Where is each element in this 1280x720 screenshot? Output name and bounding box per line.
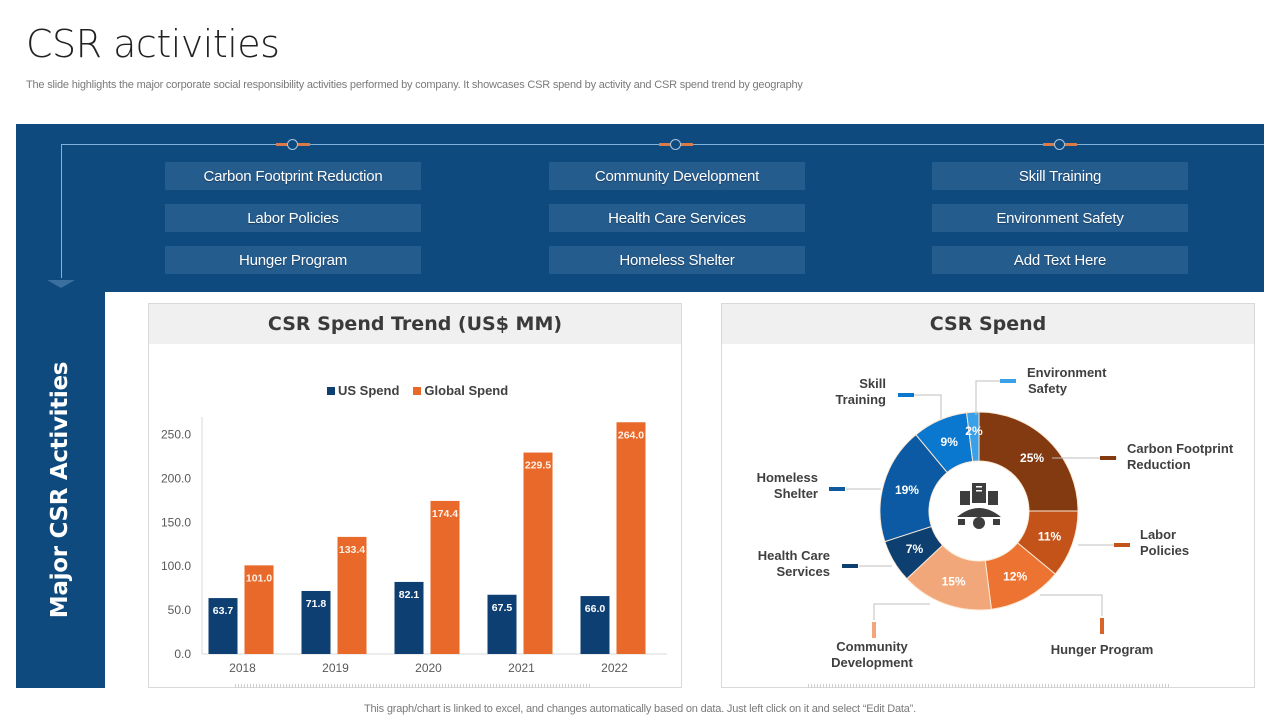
- slice-percent-label: 25%: [1020, 451, 1044, 465]
- arrow-down-icon: [47, 280, 75, 288]
- callout-environment-safety: Environment Safety: [1027, 365, 1107, 396]
- x-tick-label: 2022: [601, 661, 628, 675]
- bar-us-2020[interactable]: [394, 581, 424, 654]
- bar-value-label: 229.5: [525, 460, 551, 472]
- callout-homeless-shelter: Homeless Shelter: [756, 470, 818, 501]
- legend-swatch-us: [327, 386, 335, 395]
- bar-chart-title: CSR Spend Trend (US$ MM): [149, 304, 681, 344]
- marker-community-development: [872, 622, 876, 638]
- side-band: [16, 292, 105, 688]
- activity-add-text-here[interactable]: Add Text Here: [932, 246, 1188, 274]
- callout-community-development: Community Development: [831, 639, 913, 670]
- footnote: This graph/chart is linked to excel, and…: [364, 703, 916, 715]
- donut-chart-title: CSR Spend: [722, 304, 1254, 344]
- bar-value-label: 67.5: [492, 602, 513, 614]
- activity-environment-safety[interactable]: Environment Safety: [932, 204, 1188, 232]
- donut-chart-svg: 25% 11% 12% 15% 7% 19% 9% 2%: [829, 379, 1130, 638]
- callout-skill-training: Skill Training: [835, 376, 886, 407]
- marker-carbon-footprint: [1100, 456, 1116, 460]
- x-tick-label: 2021: [508, 661, 535, 675]
- legend-item-us-spend: US Spend: [327, 383, 399, 398]
- bar-value-label: 66.0: [585, 603, 606, 615]
- leader-skill-training: [900, 394, 942, 419]
- bar-value-label: 82.1: [399, 589, 420, 601]
- activity-homeless-shelter[interactable]: Homeless Shelter: [549, 246, 805, 274]
- bar-global-2021[interactable]: [523, 452, 553, 654]
- bar-value-label: 63.7: [213, 605, 234, 617]
- donut-chart-panel[interactable]: CSR Spend 25% 11% 12% 15% 7% 19% 9% 2% Environm…: [721, 303, 1255, 688]
- leader-environment-safety: [975, 380, 1006, 415]
- bar-value-label: 264.0: [618, 429, 644, 441]
- activity-skill-training[interactable]: Skill Training: [932, 162, 1188, 190]
- connector-node-icon: [1043, 139, 1077, 150]
- marker-hunger-program: [1100, 618, 1104, 634]
- bar-global-2019[interactable]: [337, 536, 367, 654]
- bar-us-2019[interactable]: [301, 590, 331, 654]
- legend-label-us: US Spend: [338, 383, 400, 398]
- y-tick-label: 200.0: [161, 471, 191, 485]
- legend-item-global-spend: Global Spend: [413, 383, 508, 398]
- slice-percent-label: 12%: [1003, 570, 1027, 584]
- bar-value-label: 174.4: [432, 508, 458, 520]
- slice-percent-label: 19%: [895, 483, 919, 497]
- leader-community-development: [873, 603, 930, 620]
- activity-carbon-footprint-reduction[interactable]: Carbon Footprint Reduction: [165, 162, 421, 190]
- connector-line-vertical: [61, 144, 62, 278]
- slice-percent-label: 2%: [965, 424, 983, 438]
- callout-hunger-program: Hunger Program: [1050, 642, 1154, 657]
- page-subtitle: The slide highlights the major corporate…: [26, 79, 803, 91]
- callout-labor-policies: Labor Policies: [1140, 527, 1190, 558]
- y-tick-label: 100.0: [161, 559, 191, 573]
- connector-node-icon: [659, 139, 693, 150]
- leader-hunger-program: [1040, 594, 1103, 616]
- x-tick-label: 2018: [229, 661, 256, 675]
- bar-chart-legend: US Spend Global Spend: [327, 383, 508, 398]
- slice-percent-label: 11%: [1038, 529, 1062, 543]
- marker-environment-safety: [1000, 379, 1016, 383]
- legend-label-global: Global Spend: [424, 383, 509, 398]
- donut-slice-carbon-footprint-reduction[interactable]: [978, 411, 1079, 512]
- activity-community-development[interactable]: Community Development: [549, 162, 805, 190]
- bar-global-2020[interactable]: [430, 500, 460, 654]
- x-tick-label: 2019: [322, 661, 349, 675]
- panel-resize-handle: [808, 684, 1170, 688]
- y-tick-label: 50.0: [168, 603, 192, 617]
- callout-health-care: Health Care Services: [757, 548, 830, 579]
- donut-slice-environment-safety[interactable]: [966, 411, 980, 462]
- marker-skill-training: [898, 393, 914, 397]
- bar-us-2021[interactable]: [487, 594, 517, 654]
- marker-labor-policies: [1114, 543, 1130, 547]
- connector-node-icon: [276, 139, 310, 150]
- marker-homeless-shelter: [829, 487, 845, 491]
- bar-global-2022[interactable]: [616, 422, 646, 654]
- activity-labor-policies[interactable]: Labor Policies: [165, 204, 421, 232]
- legend-swatch-global: [413, 386, 422, 395]
- side-label: Major CSR Activities: [16, 292, 105, 688]
- corporate-building-people-icon: [957, 483, 1001, 529]
- slice-percent-label: 7%: [906, 542, 924, 556]
- bar-value-label: 71.8: [306, 598, 327, 610]
- marker-health-care: [842, 564, 858, 568]
- x-tick-label: 2020: [415, 661, 442, 675]
- activity-hunger-program[interactable]: Hunger Program: [165, 246, 421, 274]
- y-tick-label: 150.0: [161, 515, 191, 529]
- bar-chart-svg: 0.0 50.0 100.0 150.0 200.0 250.0 63.7 101.0 2018…: [161, 417, 667, 675]
- bar-value-label: 101.0: [246, 572, 272, 584]
- slice-percent-label: 9%: [941, 435, 959, 449]
- side-label-text: Major CSR Activities: [47, 361, 74, 619]
- slice-percent-label: 15%: [942, 575, 966, 589]
- activity-health-care-services[interactable]: Health Care Services: [549, 204, 805, 232]
- bar-global-2018[interactable]: [244, 565, 274, 654]
- y-tick-label: 250.0: [161, 428, 191, 442]
- panel-resize-handle: [235, 684, 591, 688]
- bar-us-2018[interactable]: [208, 598, 238, 654]
- bar-value-label: 133.4: [339, 544, 365, 556]
- callout-carbon-footprint: Carbon Footprint Reduction: [1127, 441, 1234, 472]
- page-title: CSR activities: [26, 22, 280, 66]
- bar-us-2022[interactable]: [580, 596, 610, 654]
- bar-chart-panel[interactable]: CSR Spend Trend (US$ MM) US Spend Global…: [148, 303, 682, 688]
- y-tick-label: 0.0: [174, 647, 191, 661]
